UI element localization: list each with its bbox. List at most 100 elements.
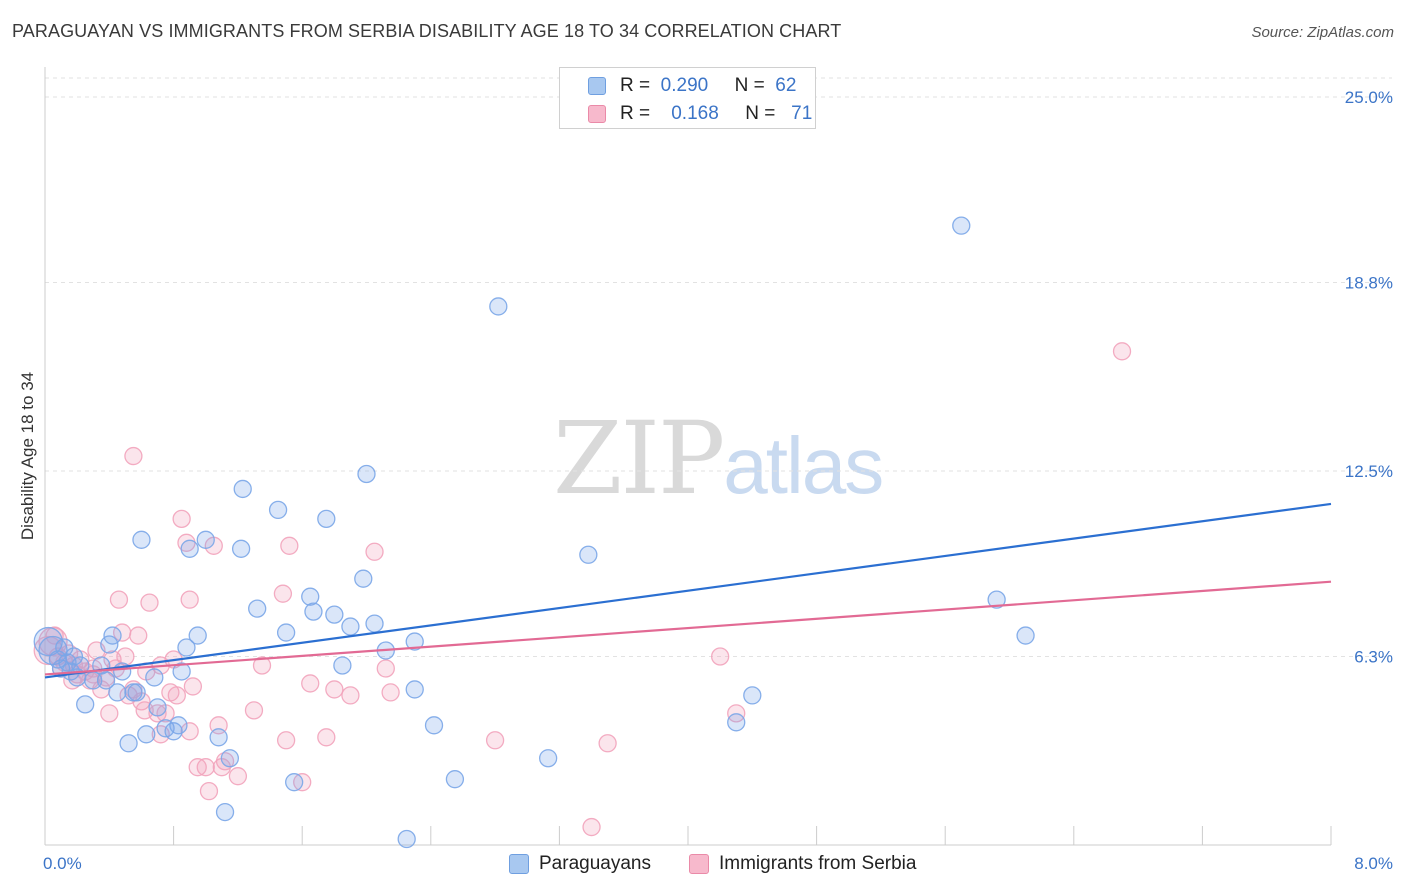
point-serbia bbox=[167, 686, 186, 705]
y-tick-label: 6.3% bbox=[1354, 648, 1393, 667]
y-tick-label: 25.0% bbox=[1345, 88, 1393, 107]
point-paraguayans bbox=[405, 680, 424, 699]
point-paraguayans bbox=[148, 698, 167, 717]
point-paraguayans bbox=[333, 656, 352, 675]
point-paraguayans bbox=[188, 626, 207, 645]
point-paraguayans bbox=[172, 662, 191, 681]
tick-labels: 6.3% 12.5% 18.8% 25.0% 0.0% 8.0% bbox=[43, 88, 1393, 873]
point-paraguayans bbox=[177, 638, 196, 657]
point-paraguayans bbox=[233, 479, 252, 499]
point-paraguayans bbox=[132, 530, 151, 549]
point-serbia bbox=[376, 659, 395, 678]
point-paraguayans bbox=[103, 626, 122, 645]
legend-r-value: 0.290 bbox=[660, 75, 709, 96]
point-paraguayans bbox=[405, 632, 424, 651]
point-serbia bbox=[100, 704, 119, 723]
legend-swatch-serbia bbox=[588, 105, 606, 123]
y-tick-label: 12.5% bbox=[1345, 462, 1393, 481]
point-paraguayans bbox=[64, 647, 84, 666]
point-paraguayans bbox=[325, 605, 344, 624]
point-paraguayans bbox=[248, 599, 267, 618]
point-serbia bbox=[598, 734, 617, 753]
point-paraguayans bbox=[354, 569, 373, 588]
point-serbia bbox=[317, 728, 336, 747]
point-paraguayans bbox=[108, 683, 127, 702]
bottom-legend-swatch-serbia bbox=[689, 854, 709, 874]
axes bbox=[44, 67, 1332, 846]
point-serbia bbox=[1112, 342, 1132, 361]
point-serbia bbox=[215, 752, 235, 771]
point-serbia bbox=[45, 626, 64, 645]
point-paraguayans bbox=[268, 500, 288, 520]
point-paraguayans bbox=[180, 539, 199, 558]
grid-lines bbox=[45, 77, 1392, 658]
y-tick-label: 18.8% bbox=[1345, 274, 1393, 293]
bottom-legend-swatch-paraguayans bbox=[509, 854, 529, 874]
legend-n-value: 71 bbox=[791, 103, 813, 124]
point-serbia bbox=[365, 542, 384, 561]
point-serbia bbox=[711, 647, 730, 666]
point-serbia bbox=[116, 647, 135, 666]
point-paraguayans bbox=[397, 829, 416, 849]
point-paraguayans bbox=[196, 530, 215, 549]
point-serbia bbox=[325, 680, 344, 699]
legend-row-paraguayans: R = 0.290 N = 62 bbox=[588, 74, 796, 98]
stats-legend: R = 0.290 N = 62 R = 0.168 N = 71 bbox=[559, 67, 816, 129]
point-paraguayans bbox=[341, 617, 360, 636]
legend-r-value: 0.168 bbox=[671, 103, 719, 124]
point-paraguayans bbox=[1016, 626, 1035, 645]
point-paraguayans bbox=[445, 770, 465, 789]
watermark: ZIPatlas bbox=[553, 400, 884, 517]
point-serbia bbox=[485, 731, 505, 750]
watermark-zip: ZIP bbox=[553, 400, 725, 517]
point-paraguayans bbox=[164, 722, 183, 741]
point-paraguayans bbox=[987, 590, 1006, 609]
point-paraguayans bbox=[169, 716, 188, 735]
point-paraguayans bbox=[145, 668, 164, 687]
x-tick-label: 0.0% bbox=[43, 854, 82, 873]
point-serbia bbox=[172, 509, 191, 529]
x-tick-label: 8.0% bbox=[1354, 854, 1393, 873]
point-serbia bbox=[140, 593, 159, 612]
point-paraguayans bbox=[304, 602, 323, 621]
chart-title: PARAGUAYAN VS IMMIGRANTS FROM SERBIA DIS… bbox=[12, 21, 842, 41]
point-paraguayans bbox=[365, 614, 384, 633]
point-paraguayans bbox=[743, 686, 762, 705]
point-paraguayans bbox=[538, 749, 558, 768]
scatter-points bbox=[33, 216, 1132, 849]
point-paraguayans bbox=[579, 545, 598, 564]
watermark-atlas: atlas bbox=[723, 421, 884, 510]
point-paraguayans bbox=[96, 671, 116, 690]
point-serbia bbox=[129, 626, 148, 645]
point-serbia bbox=[341, 686, 360, 705]
point-paraguayans bbox=[220, 749, 240, 768]
point-serbia bbox=[196, 758, 215, 777]
point-paraguayans bbox=[952, 216, 971, 235]
y-axis-label: Disability Age 18 to 34 bbox=[18, 371, 37, 541]
point-serbia bbox=[109, 590, 129, 609]
trend-line-serbia bbox=[44, 580, 1332, 676]
point-serbia bbox=[228, 767, 248, 786]
point-paraguayans bbox=[301, 587, 320, 606]
point-serbia bbox=[244, 701, 264, 720]
point-paraguayans bbox=[727, 713, 746, 732]
point-serbia bbox=[273, 584, 293, 603]
legend-n-label: N = bbox=[745, 103, 776, 124]
legend-r-label: R = bbox=[620, 75, 651, 96]
legend-row-serbia: R = 0.168 N = 71 bbox=[588, 102, 812, 126]
point-paraguayans bbox=[215, 802, 235, 822]
legend-n-value: 62 bbox=[775, 75, 797, 96]
point-serbia bbox=[276, 731, 296, 750]
point-paraguayans bbox=[285, 773, 304, 792]
point-paraguayans bbox=[127, 683, 146, 702]
trend-lines bbox=[44, 502, 1332, 679]
legend-n-label: N = bbox=[734, 75, 765, 96]
legend-swatch-paraguayans bbox=[588, 77, 606, 95]
point-paraguayans bbox=[357, 464, 376, 484]
trend-line-paraguayans bbox=[44, 502, 1332, 679]
point-paraguayans bbox=[424, 716, 444, 735]
point-paraguayans bbox=[317, 509, 336, 529]
bottom-legend-serbia: Immigrants from Serbia bbox=[689, 852, 916, 876]
point-serbia bbox=[301, 674, 320, 693]
